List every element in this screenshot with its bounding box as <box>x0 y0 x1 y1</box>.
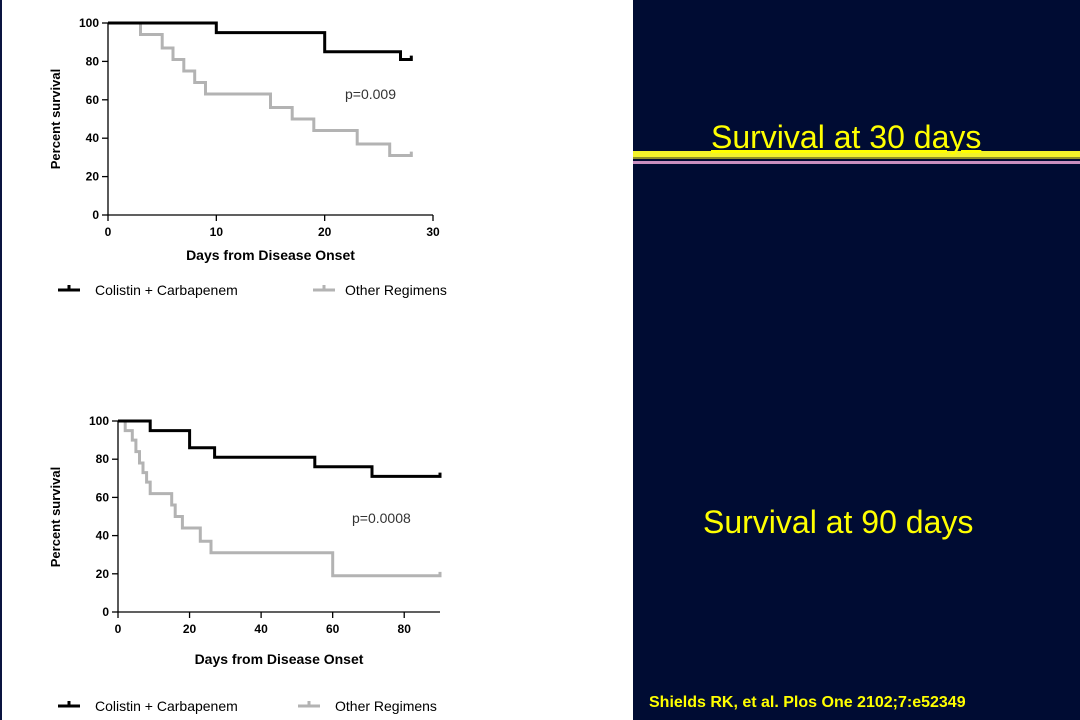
y-tick-label: 20 <box>96 567 110 581</box>
x-tick-label: 0 <box>105 225 112 239</box>
figure-panel: 0 20 40 60 80 100 0 10 20 30 Percent survival Days … <box>0 0 447 720</box>
survival-30-day-chart: 0 20 40 60 80 100 0 10 20 30 Percent survival Days … <box>48 16 447 298</box>
accent-line-pink <box>633 161 1080 164</box>
p-value-annotation: p=0.009 <box>345 86 396 102</box>
x-tick-label: 20 <box>183 622 197 636</box>
survival-90-day-chart: 0 20 40 60 80 100 0 20 40 60 80 Percent survival Day… <box>48 414 442 714</box>
y-tick-label: 80 <box>96 452 110 466</box>
x-tick-label: 20 <box>318 225 332 239</box>
legend-label: Colistin + Carbapenem <box>95 698 238 714</box>
y-tick-label: 100 <box>89 414 109 428</box>
y-tick-label: 0 <box>102 605 109 619</box>
x-axis-title: Days from Disease Onset <box>195 651 364 667</box>
x-tick-label: 60 <box>326 622 340 636</box>
legend-label: Other Regimens <box>345 282 447 298</box>
series-line-colistin-carbapenem <box>108 21 413 61</box>
series-line-other-regimens <box>118 419 442 578</box>
y-tick-label: 100 <box>79 16 99 30</box>
series-line-colistin-carbapenem <box>118 419 442 478</box>
y-tick-label: 40 <box>86 131 100 145</box>
x-tick-label: 30 <box>426 225 440 239</box>
x-tick-label: 40 <box>254 622 268 636</box>
series-line-other-regimens <box>108 21 413 157</box>
y-tick-label: 60 <box>86 93 100 107</box>
y-tick-label: 20 <box>86 170 100 184</box>
y-tick-label: 40 <box>96 529 110 543</box>
y-tick-label: 0 <box>92 208 99 222</box>
accent-line-yellow <box>633 151 1080 157</box>
legend-label: Other Regimens <box>335 698 437 714</box>
left-edge-border <box>0 0 2 720</box>
x-axis-title: Days from Disease Onset <box>186 247 355 263</box>
legend-label: Colistin + Carbapenem <box>95 282 238 298</box>
y-tick-label: 80 <box>86 54 100 68</box>
y-tick-label: 60 <box>96 490 110 504</box>
accent-line-olive <box>633 157 1080 159</box>
citation-text: Shields RK, et al. Plos One 2102;7:e5234… <box>649 694 966 711</box>
x-tick-label: 10 <box>210 225 224 239</box>
x-tick-label: 0 <box>115 622 122 636</box>
y-axis-title: Percent survival <box>48 69 63 169</box>
p-value-annotation: p=0.0008 <box>352 510 411 526</box>
survival-30-days-label: Survival at 30 days <box>711 119 982 155</box>
caption-panel: Survival at 30 days Survival at 90 days … <box>633 0 1080 720</box>
survival-90-days-label: Survival at 90 days <box>703 504 974 540</box>
x-tick-label: 80 <box>398 622 412 636</box>
y-axis-title: Percent survival <box>48 467 63 567</box>
